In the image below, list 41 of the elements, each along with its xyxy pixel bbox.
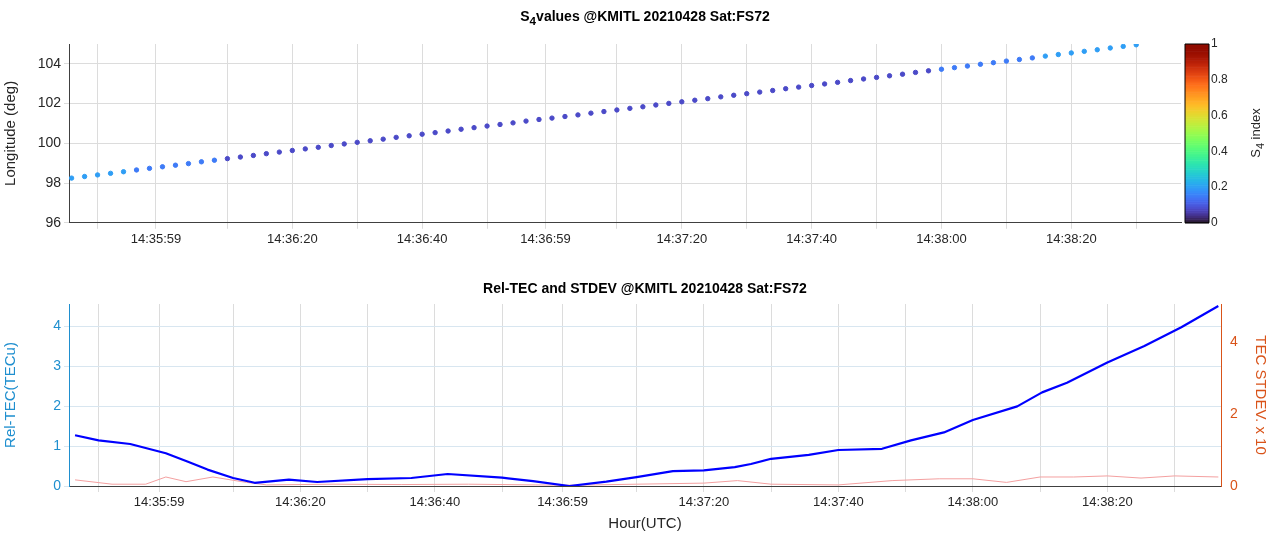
y2-axis-title: TEC STDEV. x 10 xyxy=(1252,335,1270,455)
x-tick-label: 14:36:20 xyxy=(275,494,326,510)
x-tick-label: 14:37:20 xyxy=(678,494,730,510)
x-tick-label: 14:36:40 xyxy=(396,231,448,247)
y-tick-label: 3 xyxy=(53,356,62,373)
x-tick-label: 14:36:40 xyxy=(409,494,461,510)
x-tick-label: 14:37:40 xyxy=(813,494,864,510)
y-tick-label: 104 xyxy=(37,54,62,71)
color-bar-label: 0.8 xyxy=(1211,72,1229,87)
x-tick-label: 14:37:40 xyxy=(786,231,837,247)
x-tick-label: 14:38:20 xyxy=(1046,231,1097,247)
y-tick-label: 2 xyxy=(53,396,62,413)
x-tick-label: 14:36:59 xyxy=(537,494,588,510)
x-tick-label: 14:38:00 xyxy=(916,231,967,247)
color-bar-label: 0.4 xyxy=(1211,143,1229,158)
y2-tick-label: 4 xyxy=(1230,332,1238,349)
y-tick-label: 4 xyxy=(53,316,62,333)
x-tick-label: 14:38:00 xyxy=(947,494,999,510)
y-tick-label: 102 xyxy=(37,94,62,111)
color-bar-label: 0.6 xyxy=(1211,107,1229,122)
color-bar-label: 1 xyxy=(1211,36,1218,51)
y2-tick-label: 0 xyxy=(1230,476,1238,493)
x-tick-label: 14:36:59 xyxy=(520,231,571,247)
color-bar-label: 0 xyxy=(1211,215,1218,230)
chart-title: S$_{4}$values @KMITL 20210428 Sat:FS72 xyxy=(519,8,771,27)
y-tick-label: 1 xyxy=(53,436,62,453)
y-axis-title: Rel-TEC(TECu) xyxy=(1,342,19,448)
x-tick-label: 14:35:59 xyxy=(130,231,182,247)
y2-tick-label: 2 xyxy=(1230,404,1238,421)
chart-title: Rel-TEC and STDEV @KMITL 20210428 Sat:FS72 xyxy=(482,280,808,296)
y-tick-label: 96 xyxy=(45,213,62,230)
x-tick-label: 14:37:20 xyxy=(656,231,708,247)
y-tick-label: 100 xyxy=(37,134,62,151)
x-tick-label: 14:35:59 xyxy=(133,494,185,510)
y-tick-label: 0 xyxy=(53,476,62,493)
x-tick-label: 14:36:20 xyxy=(267,231,318,247)
x-axis-title: Hour(UTC) xyxy=(608,514,682,532)
x-tick-label: 14:38:20 xyxy=(1082,494,1133,510)
y-axis-title: Longitude (deg) xyxy=(1,80,19,186)
y-tick-label: 98 xyxy=(45,173,62,190)
color-bar-label: 0.2 xyxy=(1211,179,1229,194)
